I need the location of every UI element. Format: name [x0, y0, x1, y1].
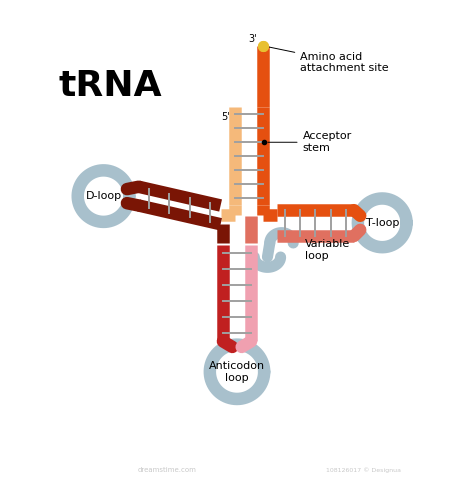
Text: Anticodon
loop: Anticodon loop — [209, 361, 265, 382]
Text: T-loop: T-loop — [365, 218, 399, 228]
Text: dreamstime.com: dreamstime.com — [137, 466, 196, 472]
Circle shape — [78, 170, 129, 222]
Circle shape — [358, 198, 407, 247]
Text: tRNA: tRNA — [59, 69, 163, 103]
Text: Acceptor
stem: Acceptor stem — [268, 132, 352, 153]
Text: 3': 3' — [248, 34, 257, 44]
Text: 108126017 © Designua: 108126017 © Designua — [326, 467, 401, 472]
Text: Variable
loop: Variable loop — [305, 239, 350, 261]
Text: D-loop: D-loop — [85, 191, 121, 201]
Circle shape — [210, 344, 264, 399]
Text: 5': 5' — [221, 112, 230, 122]
Text: Amino acid
attachment site: Amino acid attachment site — [268, 47, 389, 74]
